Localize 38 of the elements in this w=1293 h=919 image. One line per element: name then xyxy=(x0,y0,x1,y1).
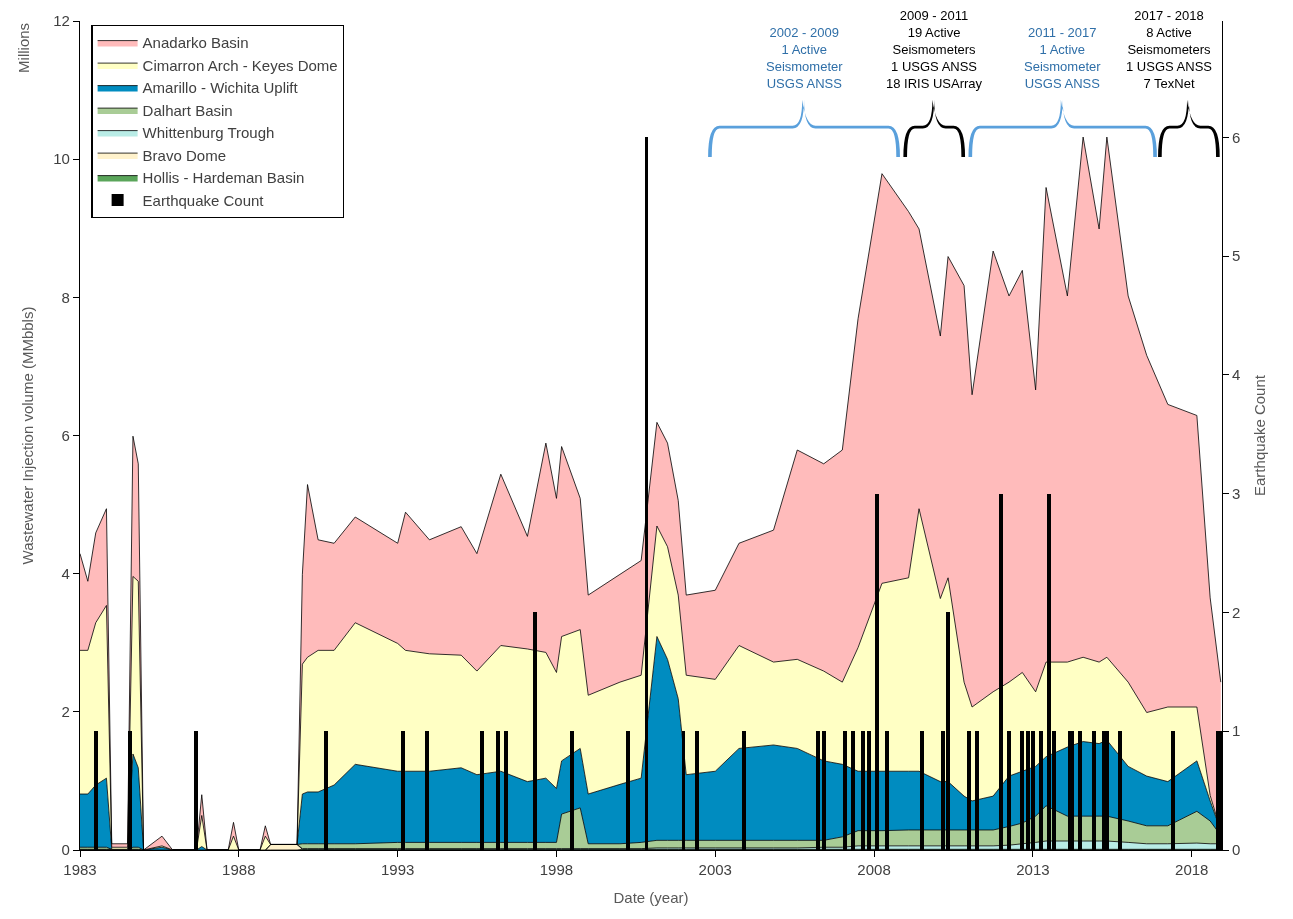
y-tick-label: 4 xyxy=(61,564,70,582)
x-tick-label: 1988 xyxy=(222,861,256,879)
y2-tick-label: 2 xyxy=(1232,603,1241,621)
y2-tick-label: 1 xyxy=(1232,722,1241,740)
y2-tick-label: 4 xyxy=(1232,366,1241,384)
legend-label: Hollis - Hardeman Basin xyxy=(142,169,305,187)
x-tick-label: 2008 xyxy=(857,861,891,879)
y-tick-label: 12 xyxy=(53,12,70,30)
x-tick-label: 2013 xyxy=(1016,861,1050,879)
x-tick-label: 2018 xyxy=(1175,861,1209,879)
y2-tick-label: 0 xyxy=(1232,841,1241,859)
annotation: 2017 - 2018 8 Active Seismometers 1 USGS ANSS 7 TexNet xyxy=(1126,8,1213,91)
annotation: 2011 - 2017 1 Active Seismometer USGS ANSS xyxy=(1024,25,1102,91)
y2-axis-title: Earthquake Count xyxy=(1251,374,1269,496)
annotation: 2009 - 2011 19 Active Seismometers 1 USGS ANSS 18 IRIS USArray xyxy=(886,8,983,91)
y-tick-label: 10 xyxy=(53,150,70,168)
y-axis-title: Wastewater Injection volume (MMbbls) xyxy=(19,306,37,565)
x-tick-label: 2003 xyxy=(698,861,732,879)
legend-label: Cimarron Arch - Keyes Dome xyxy=(142,56,338,74)
legend-label: Anadarko Basin xyxy=(142,34,249,52)
x-axis-title: Date (year) xyxy=(613,889,689,907)
annotation: 2002 - 2009 1 Active Seismometer USGS ANSS xyxy=(766,25,844,91)
legend-label: Dalhart Basin xyxy=(142,101,233,119)
legend-label: Earthquake Count xyxy=(142,191,265,209)
x-tick-label: 1998 xyxy=(539,861,574,879)
x-tick-label: 1983 xyxy=(63,861,97,879)
legend-label: Whittenburg Trough xyxy=(142,124,275,142)
y-tick-label: 6 xyxy=(61,426,70,444)
y2-tick-label: 3 xyxy=(1232,484,1241,502)
legend-label: Bravo Dome xyxy=(142,146,226,164)
x-tick-label: 1993 xyxy=(380,861,415,879)
y-tick-label: 2 xyxy=(61,703,70,721)
y-tick-label: 8 xyxy=(61,288,70,306)
text: Millions xyxy=(14,22,32,73)
y2-tick-label: 5 xyxy=(1232,247,1241,265)
y-tick-label: 0 xyxy=(61,841,70,859)
y2-tick-label: 6 xyxy=(1232,128,1241,146)
legend-label: Amarillo - Wichita Uplift xyxy=(142,79,299,97)
